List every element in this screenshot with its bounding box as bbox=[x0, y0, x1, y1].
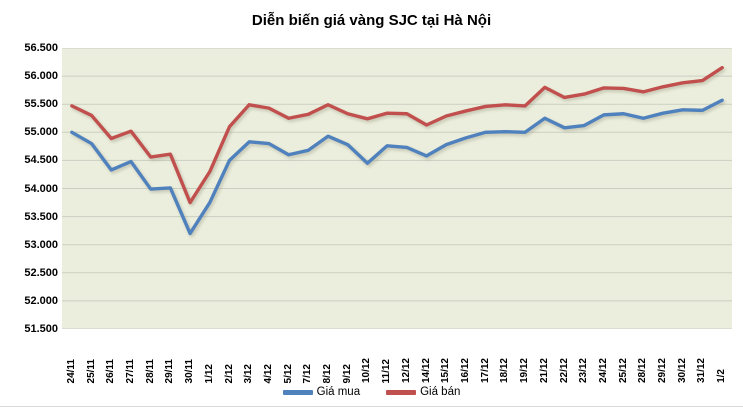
x-axis-tick-label: 27/11 bbox=[124, 358, 136, 383]
x-axis-tick-label: 31/12 bbox=[696, 357, 708, 383]
y-axis-tick-label: 56.000 bbox=[24, 70, 58, 83]
x-axis-tick-label: 2/12 bbox=[223, 363, 235, 383]
x-axis-tick-label: 10/12 bbox=[361, 357, 373, 383]
y-axis-labels: 56.500 56.000 55.500 55.000 54.500 54.000 53.5… bbox=[0, 42, 58, 335]
x-axis-tick-label: 1/12 bbox=[203, 363, 215, 383]
x-axis-tick-label: 28/12 bbox=[637, 357, 649, 383]
y-axis-tick-label: 55.500 bbox=[24, 98, 58, 111]
y-axis-tick-label: 56.500 bbox=[24, 42, 58, 54]
y-axis-tick-label: 51.500 bbox=[24, 323, 58, 335]
bottom-divider bbox=[0, 406, 743, 407]
x-axis-tick-label: 12/12 bbox=[400, 357, 412, 383]
x-axis-tick-label: 8/12 bbox=[322, 363, 334, 383]
series-line bbox=[70, 65, 724, 205]
x-axis-tick-label: 9/12 bbox=[341, 363, 353, 383]
x-axis-tick-label: 21/12 bbox=[538, 357, 550, 383]
x-axis-tick-label: 28/11 bbox=[144, 358, 156, 383]
x-axis-tick-label: 19/12 bbox=[519, 357, 531, 383]
series-lines bbox=[70, 65, 724, 236]
x-axis-labels: 24/11 25/11 26/11 27/11 28/11 29/11 30/11 1/12 2… bbox=[62, 331, 732, 383]
legend-item[interactable]: Giá mua bbox=[282, 386, 361, 398]
y-axis-tick-label: 52.500 bbox=[24, 266, 58, 279]
x-axis-tick-label: 14/12 bbox=[420, 357, 432, 383]
x-axis-tick-label: 25/11 bbox=[85, 358, 97, 383]
x-axis-tick-label: 11/12 bbox=[381, 358, 393, 383]
x-axis-tick-label: 16/12 bbox=[459, 357, 471, 383]
y-axis-tick-label: 53.000 bbox=[24, 238, 58, 251]
y-axis-tick-label: 54.000 bbox=[24, 182, 58, 195]
x-axis-tick-label: 30/11 bbox=[184, 358, 196, 383]
x-axis-tick-label: 5/12 bbox=[282, 363, 294, 383]
x-axis-tick-label: 18/12 bbox=[499, 357, 511, 383]
x-axis-tick-label: 4/12 bbox=[262, 363, 274, 383]
x-axis-tick-label: 22/12 bbox=[558, 357, 570, 383]
x-axis-tick-label: 1/2 bbox=[716, 369, 728, 383]
legend-swatch-icon bbox=[282, 389, 313, 395]
x-axis-tick-label: 25/12 bbox=[617, 357, 629, 383]
legend-label: Giá mua bbox=[316, 386, 361, 398]
y-axis-tick-label: 54.500 bbox=[24, 154, 58, 167]
legend-swatch-icon bbox=[386, 389, 417, 395]
y-axis-tick-label: 52.000 bbox=[24, 294, 58, 307]
x-axis-tick-label: 7/12 bbox=[302, 363, 314, 383]
x-axis-tick-label: 29/12 bbox=[657, 357, 669, 383]
y-axis-tick-label: 53.500 bbox=[24, 210, 58, 223]
chart-title: Diễn biến giá vàng SJC tại Hà Nội bbox=[251, 12, 492, 29]
x-axis-tick-label: 29/11 bbox=[164, 358, 176, 383]
x-axis-tick-label: 24/12 bbox=[597, 357, 609, 383]
x-axis-tick-label: 3/12 bbox=[243, 363, 255, 383]
x-axis-tick-label: 15/12 bbox=[440, 357, 452, 383]
x-axis-tick-label: 24/11 bbox=[65, 358, 77, 383]
series-line bbox=[70, 98, 724, 236]
legend-item[interactable]: Giá bán bbox=[386, 386, 460, 398]
x-axis-tick-label: 23/12 bbox=[578, 357, 590, 383]
x-axis-tick-label: 30/12 bbox=[676, 357, 688, 383]
chart-legend: Giá mua Giá bán bbox=[0, 386, 743, 398]
y-axis-tick-label: 55.000 bbox=[24, 126, 58, 139]
plot-area bbox=[62, 48, 732, 329]
x-axis-tick-label: 17/12 bbox=[479, 357, 491, 383]
x-axis-tick-label: 26/11 bbox=[105, 358, 117, 383]
legend-label: Giá bán bbox=[420, 386, 461, 398]
